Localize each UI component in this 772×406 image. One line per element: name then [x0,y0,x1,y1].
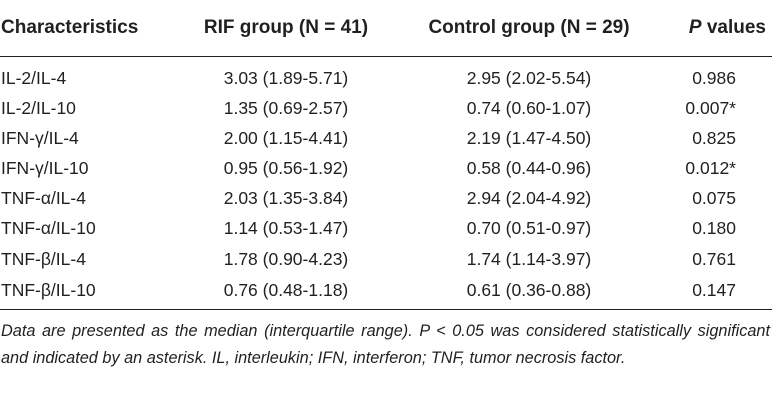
header-characteristics: Characteristics [0,0,176,57]
row-rif-value: 1.35 (0.69-2.57) [223,97,349,118]
row-characteristic: IFN-γ/IL-4 [1,127,79,148]
row-rif-value: 2.03 (1.35-3.84) [223,188,349,209]
row-rif-value: 3.03 (1.89-5.71) [223,67,349,88]
row-characteristic: IL-2/IL-4 [1,67,67,88]
header-control-group: Control group (N = 29) [396,0,662,57]
header-p-letter: P [688,17,702,38]
row-characteristic: IFN-γ/IL-10 [1,157,89,178]
row-rif-value: 2.00 (1.15-4.41) [223,127,349,148]
table-row: TNF-α/IL-4 2.03 (1.35-3.84) 2.94 (2.04-4… [0,184,772,214]
table-row: TNF-α/IL-10 1.14 (0.53-1.47) 0.70 (0.51-… [0,214,772,244]
header-p-values: P values [662,0,772,57]
row-control-value: 1.74 (1.14-3.97) [466,248,592,269]
header-row: Characteristics RIF group (N = 41) Contr… [0,0,772,57]
table-header: Characteristics RIF group (N = 41) Contr… [0,0,772,57]
row-control-value: 2.19 (1.47-4.50) [466,127,592,148]
table-row: TNF-β/IL-4 1.78 (0.90-4.23) 1.74 (1.14-3… [0,244,772,274]
header-p-suffix: values [701,17,766,38]
row-rif-value: 1.14 (0.53-1.47) [223,218,349,239]
row-control-value: 0.58 (0.44-0.96) [466,157,592,178]
row-control-value: 0.61 (0.36-0.88) [396,274,662,311]
table-body: IL-2/IL-4 3.03 (1.89-5.71) 2.95 (2.02-5.… [0,57,772,311]
row-p-value: 0.180 [692,218,736,239]
table-figure: Characteristics RIF group (N = 41) Contr… [0,0,772,368]
row-p-value: 0.986 [692,67,736,88]
row-control-value: 2.95 (2.02-5.54) [466,67,592,88]
row-characteristic: TNF-β/IL-10 [0,274,176,311]
table-row: TNF-β/IL-10 0.76 (0.48-1.18) 0.61 (0.36-… [0,274,772,311]
row-characteristic: TNF-α/IL-10 [1,218,96,239]
row-p-value: 0.075 [692,188,736,209]
row-control-value: 2.94 (2.04-4.92) [466,188,592,209]
row-characteristic: TNF-α/IL-4 [1,188,86,209]
row-p-value: 0.012* [685,157,736,178]
table-row: IFN-γ/IL-10 0.95 (0.56-1.92) 0.58 (0.44-… [0,153,772,183]
row-rif-value: 0.76 (0.48-1.18) [176,274,396,311]
row-control-value: 0.74 (0.60-1.07) [466,97,592,118]
row-p-value: 0.761 [692,248,736,269]
table-row: IL-2/IL-4 3.03 (1.89-5.71) 2.95 (2.02-5.… [0,57,772,94]
row-p-value: 0.825 [692,127,736,148]
row-control-value: 0.70 (0.51-0.97) [466,218,592,239]
row-characteristic: TNF-β/IL-4 [1,248,86,269]
row-p-value: 0.007* [685,97,736,118]
row-characteristic: IL-2/IL-10 [1,97,76,118]
row-p-value: 0.147 [662,274,772,311]
table-row: IL-2/IL-10 1.35 (0.69-2.57) 0.74 (0.60-1… [0,93,772,123]
row-rif-value: 0.95 (0.56-1.92) [223,157,349,178]
cytokine-ratio-table: Characteristics RIF group (N = 41) Contr… [0,0,772,311]
table-footnote: Data are presented as the median (interq… [1,322,770,368]
header-rif-group: RIF group (N = 41) [176,0,396,57]
table-row: IFN-γ/IL-4 2.00 (1.15-4.41) 2.19 (1.47-4… [0,123,772,153]
row-rif-value: 1.78 (0.90-4.23) [223,248,349,269]
